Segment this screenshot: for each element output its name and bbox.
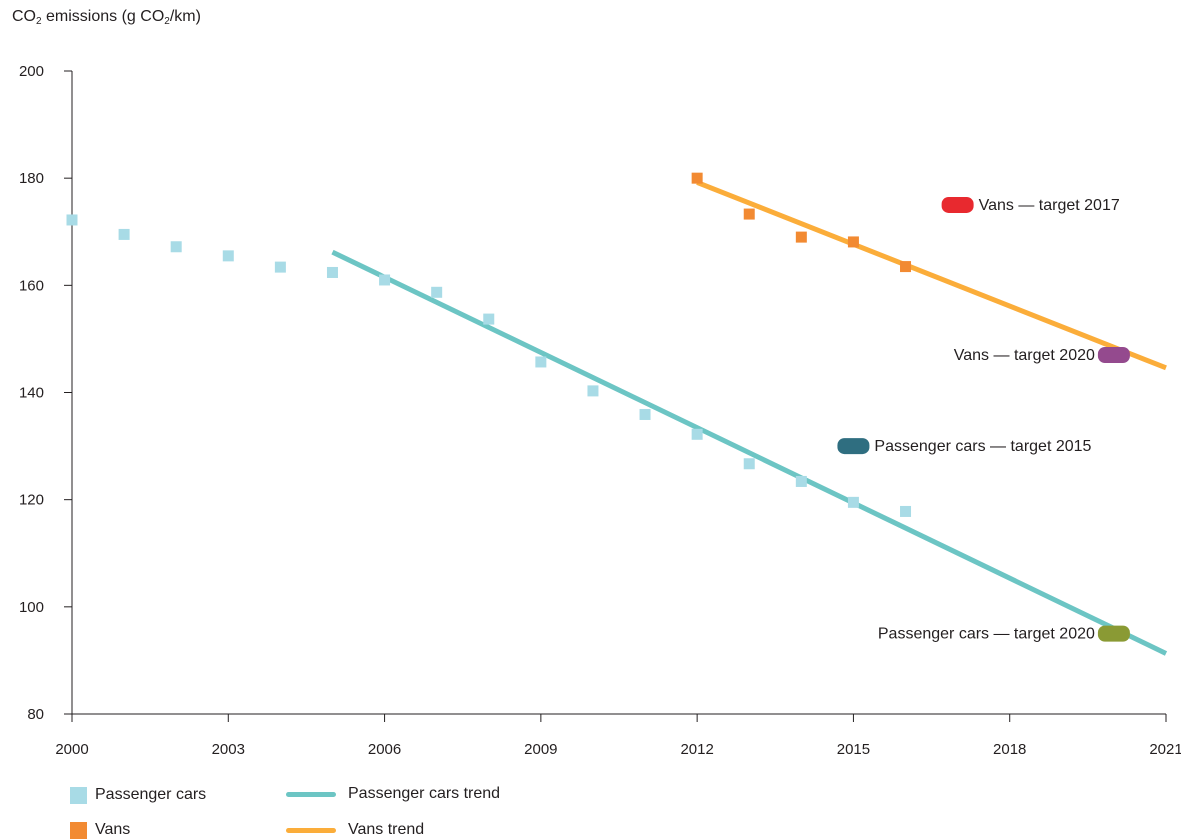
point-vans-2016 [900,261,912,273]
point-passenger-cars-2001 [118,228,130,240]
target-label-passenger-cars-target-2020: Passenger cars — target 2020 [878,626,1095,643]
legend-swatch-vans [70,821,87,839]
point-passenger-cars-2000 [66,214,78,226]
point-passenger-cars-2014 [795,475,807,487]
point-passenger-cars-2006 [379,274,391,286]
point-passenger-cars-2013 [743,458,755,470]
y-tick-label-120: 120 [19,492,44,509]
target-label-vans-target-2017: Vans — target 2017 [979,197,1120,214]
y-tick-label-140: 140 [19,385,44,402]
y-tick-label-160: 160 [19,277,44,294]
y-tick-label-100: 100 [19,599,44,616]
point-passenger-cars-2010 [587,385,599,397]
legend-item-vans: Vans [70,821,130,839]
point-passenger-cars-2012 [691,428,703,440]
target-marker-vans-target-2020 [1097,346,1130,363]
series-line-passenger-cars-trend [331,249,1168,656]
plot-area: 80 100 120 140 160 180 200 2000 2003 2006 2009 2012… [19,63,1181,758]
y-tick-label-180: 180 [19,170,44,187]
point-passenger-cars-2011 [639,408,651,420]
target-label-vans-target-2020: Vans — target 2020 [954,347,1095,364]
legend-swatch-passenger-cars [70,786,87,804]
point-vans-2013 [743,208,755,220]
point-passenger-cars-2002 [170,241,182,253]
legend-swatch-vans-trend [286,827,336,833]
x-tick-label-2003: 2003 [212,741,245,758]
target-marker-vans-target-2017 [941,196,974,213]
legend-swatch-passenger-cars-trend [286,791,336,797]
point-passenger-cars-2016 [900,505,912,517]
x-tick-label-2012: 2012 [680,741,713,758]
point-passenger-cars-2015 [847,496,859,508]
point-passenger-cars-2009 [535,356,547,368]
y-axis-label: CO2 emissions (g CO2/km) [12,8,201,27]
x-tick-label-2006: 2006 [368,741,401,758]
point-passenger-cars-2005 [326,266,338,278]
point-vans-2015 [847,236,859,248]
x-tick-label-2015: 2015 [837,741,870,758]
x-tick-label-2018: 2018 [993,741,1026,758]
target-label-passenger-cars-target-2015: Passenger cars — target 2015 [874,438,1091,455]
x-tick-label-2000: 2000 [55,741,88,758]
y-tick-label-80: 80 [27,706,44,723]
legend-item-passenger-cars-trend: Passenger cars trend [286,785,500,803]
x-tick-label-2021: 2021 [1149,741,1181,758]
legend: Passenger cars Passenger cars trend Vans… [70,782,590,840]
y-tick-label-200: 200 [19,63,44,80]
point-passenger-cars-2003 [222,250,234,262]
point-vans-2014 [795,231,807,243]
legend-item-passenger-cars: Passenger cars [70,786,206,804]
point-passenger-cars-2008 [483,313,495,325]
point-passenger-cars-2007 [431,286,443,298]
target-marker-passenger-cars-target-2020 [1097,625,1130,642]
x-tick-label-2009: 2009 [524,741,557,758]
series-line-vans-trend [696,180,1167,371]
point-vans-2012 [691,172,703,184]
target-marker-passenger-cars-target-2015 [837,438,870,455]
point-passenger-cars-2004 [274,261,286,273]
legend-item-vans-trend: Vans trend [286,821,424,839]
